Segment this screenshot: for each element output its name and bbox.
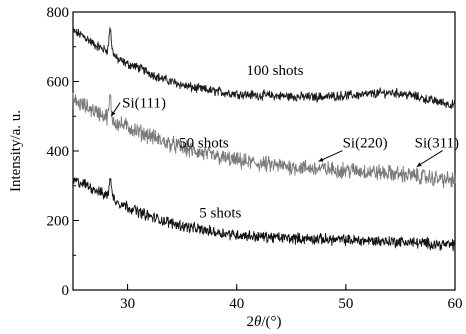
series-label: 100 shots [246, 63, 303, 79]
label-layer: 100 shots 50 shots 5 shots Si(111) Si(220) Si… [110, 63, 459, 222]
y-axis-label: Intensity/a. u. [8, 110, 24, 192]
series-label: 5 shots [199, 206, 241, 222]
series-line [72, 26, 456, 109]
y-tick-label: 400 [47, 144, 70, 160]
annotation-arrow [416, 150, 443, 168]
y-tick-label: 600 [47, 75, 70, 91]
peak-annotation: Si(220) [343, 136, 388, 152]
y-tick-label: 0 [62, 283, 70, 299]
annotation-arrowhead [111, 111, 116, 117]
x-axis-label-theta: θ [254, 314, 262, 330]
annotation-arrowhead [318, 157, 324, 162]
x-tick-label: 40 [229, 296, 244, 312]
series-layer [72, 26, 456, 251]
series-line [72, 175, 456, 251]
plot-frame [72, 11, 456, 291]
y-tick-label: 800 [47, 5, 70, 21]
y-tick-label: 200 [47, 214, 70, 230]
x-tick-label: 60 [448, 296, 463, 312]
x-axis-label-suffix: /(°) [261, 314, 281, 330]
x-axis-label-prefix: 2 [246, 314, 254, 330]
series-line [72, 92, 456, 189]
x-tick-label: 50 [338, 296, 353, 312]
x-axis-label: 2θ/(°) [246, 314, 281, 330]
annotation-arrowhead [416, 162, 422, 167]
series-label: 50 shots [179, 136, 229, 152]
peak-annotation: Si(111) [122, 96, 166, 112]
peak-annotation: Si(311) [415, 136, 459, 152]
x-tick-label: 30 [120, 296, 135, 312]
